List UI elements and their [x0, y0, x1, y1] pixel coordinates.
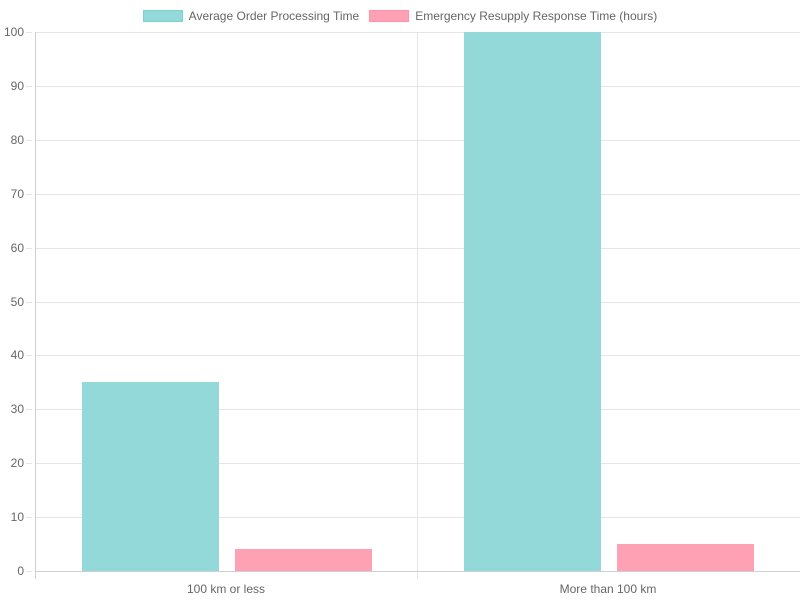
x-axis-line: [36, 571, 800, 572]
y-tick: [26, 32, 32, 33]
gridline: [36, 32, 800, 33]
legend-swatch-teal: [142, 10, 183, 22]
bar-avg-order-processing[interactable]: [464, 32, 601, 571]
gridline: [36, 85, 800, 87]
gridline: [36, 409, 800, 411]
legend-label: Emergency Resupply Response Time (hours): [415, 9, 658, 23]
bar-emergency-resupply[interactable]: [617, 544, 754, 571]
y-axis-line: [35, 32, 36, 579]
x-axis-label: More than 100 km: [559, 582, 657, 596]
gridline: [36, 139, 800, 141]
chart-legend: Average Order Processing Time Emergency …: [0, 8, 800, 24]
bar-avg-order-processing[interactable]: [82, 382, 219, 571]
y-axis-label: 90: [10, 78, 24, 93]
y-tick: [26, 517, 32, 519]
y-tick: [26, 355, 32, 357]
y-axis-label: 50: [10, 294, 24, 309]
category-divider: [417, 32, 418, 579]
y-tick: [26, 409, 32, 411]
y-axis-label: 10: [10, 510, 24, 525]
bar-emergency-resupply[interactable]: [235, 549, 372, 571]
y-axis-label: 0: [17, 564, 24, 578]
y-tick: [26, 193, 32, 195]
y-axis-label: 60: [10, 240, 24, 255]
legend-item-avg-order-processing[interactable]: Average Order Processing Time: [142, 9, 360, 23]
gridline: [36, 301, 800, 303]
legend-item-emergency-resupply[interactable]: Emergency Resupply Response Time (hours): [369, 9, 657, 23]
gridline: [36, 463, 800, 465]
y-tick: [26, 463, 32, 465]
y-axis-label: 30: [10, 402, 24, 417]
gridline: [36, 193, 800, 195]
gridline: [36, 355, 800, 357]
y-tick: [26, 301, 32, 303]
y-axis-label: 80: [10, 132, 24, 147]
y-tick: [26, 85, 32, 87]
y-axis-label: 100: [3, 25, 24, 39]
legend-swatch-pink: [369, 10, 410, 22]
gridline: [36, 247, 800, 249]
y-tick: [26, 571, 32, 572]
plot-area: [26, 32, 800, 572]
legend-label: Average Order Processing Time: [188, 9, 360, 23]
y-axis-label: 40: [10, 348, 24, 363]
y-axis-label: 20: [10, 456, 24, 471]
gridline: [36, 517, 800, 519]
y-axis-label: 70: [10, 186, 24, 201]
x-axis-label: 100 km or less: [186, 582, 266, 596]
y-tick: [26, 247, 32, 249]
y-tick: [26, 139, 32, 141]
